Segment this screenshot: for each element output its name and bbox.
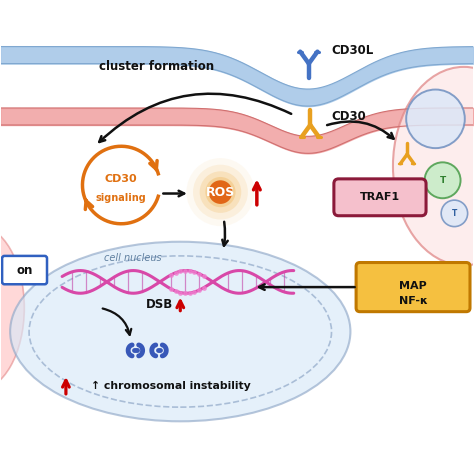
Ellipse shape	[0, 225, 24, 391]
Text: on: on	[17, 264, 33, 277]
Ellipse shape	[10, 242, 350, 421]
Text: CD30L: CD30L	[331, 44, 374, 57]
Text: CD30: CD30	[331, 110, 366, 123]
Text: ROS: ROS	[206, 186, 235, 199]
Text: T: T	[452, 209, 457, 218]
Text: T: T	[439, 176, 446, 185]
Text: TRAF1: TRAF1	[360, 192, 400, 202]
Text: cluster formation: cluster formation	[99, 60, 214, 73]
Circle shape	[209, 180, 232, 204]
Text: cell nucleus: cell nucleus	[104, 253, 162, 263]
Ellipse shape	[393, 67, 474, 265]
Circle shape	[205, 177, 236, 207]
FancyBboxPatch shape	[356, 263, 470, 312]
Circle shape	[186, 158, 255, 226]
Circle shape	[441, 200, 468, 227]
Text: CD30: CD30	[105, 174, 137, 184]
Circle shape	[406, 90, 465, 148]
Text: NF-κ: NF-κ	[399, 296, 428, 306]
FancyBboxPatch shape	[334, 179, 426, 216]
FancyBboxPatch shape	[2, 256, 47, 284]
Text: ↑ chromosomal instability: ↑ chromosomal instability	[91, 381, 251, 391]
Text: DSB: DSB	[146, 298, 173, 310]
Circle shape	[200, 171, 241, 213]
Text: MAP: MAP	[399, 281, 427, 291]
Circle shape	[425, 162, 461, 198]
Text: signaling: signaling	[96, 193, 146, 203]
Circle shape	[193, 164, 248, 219]
